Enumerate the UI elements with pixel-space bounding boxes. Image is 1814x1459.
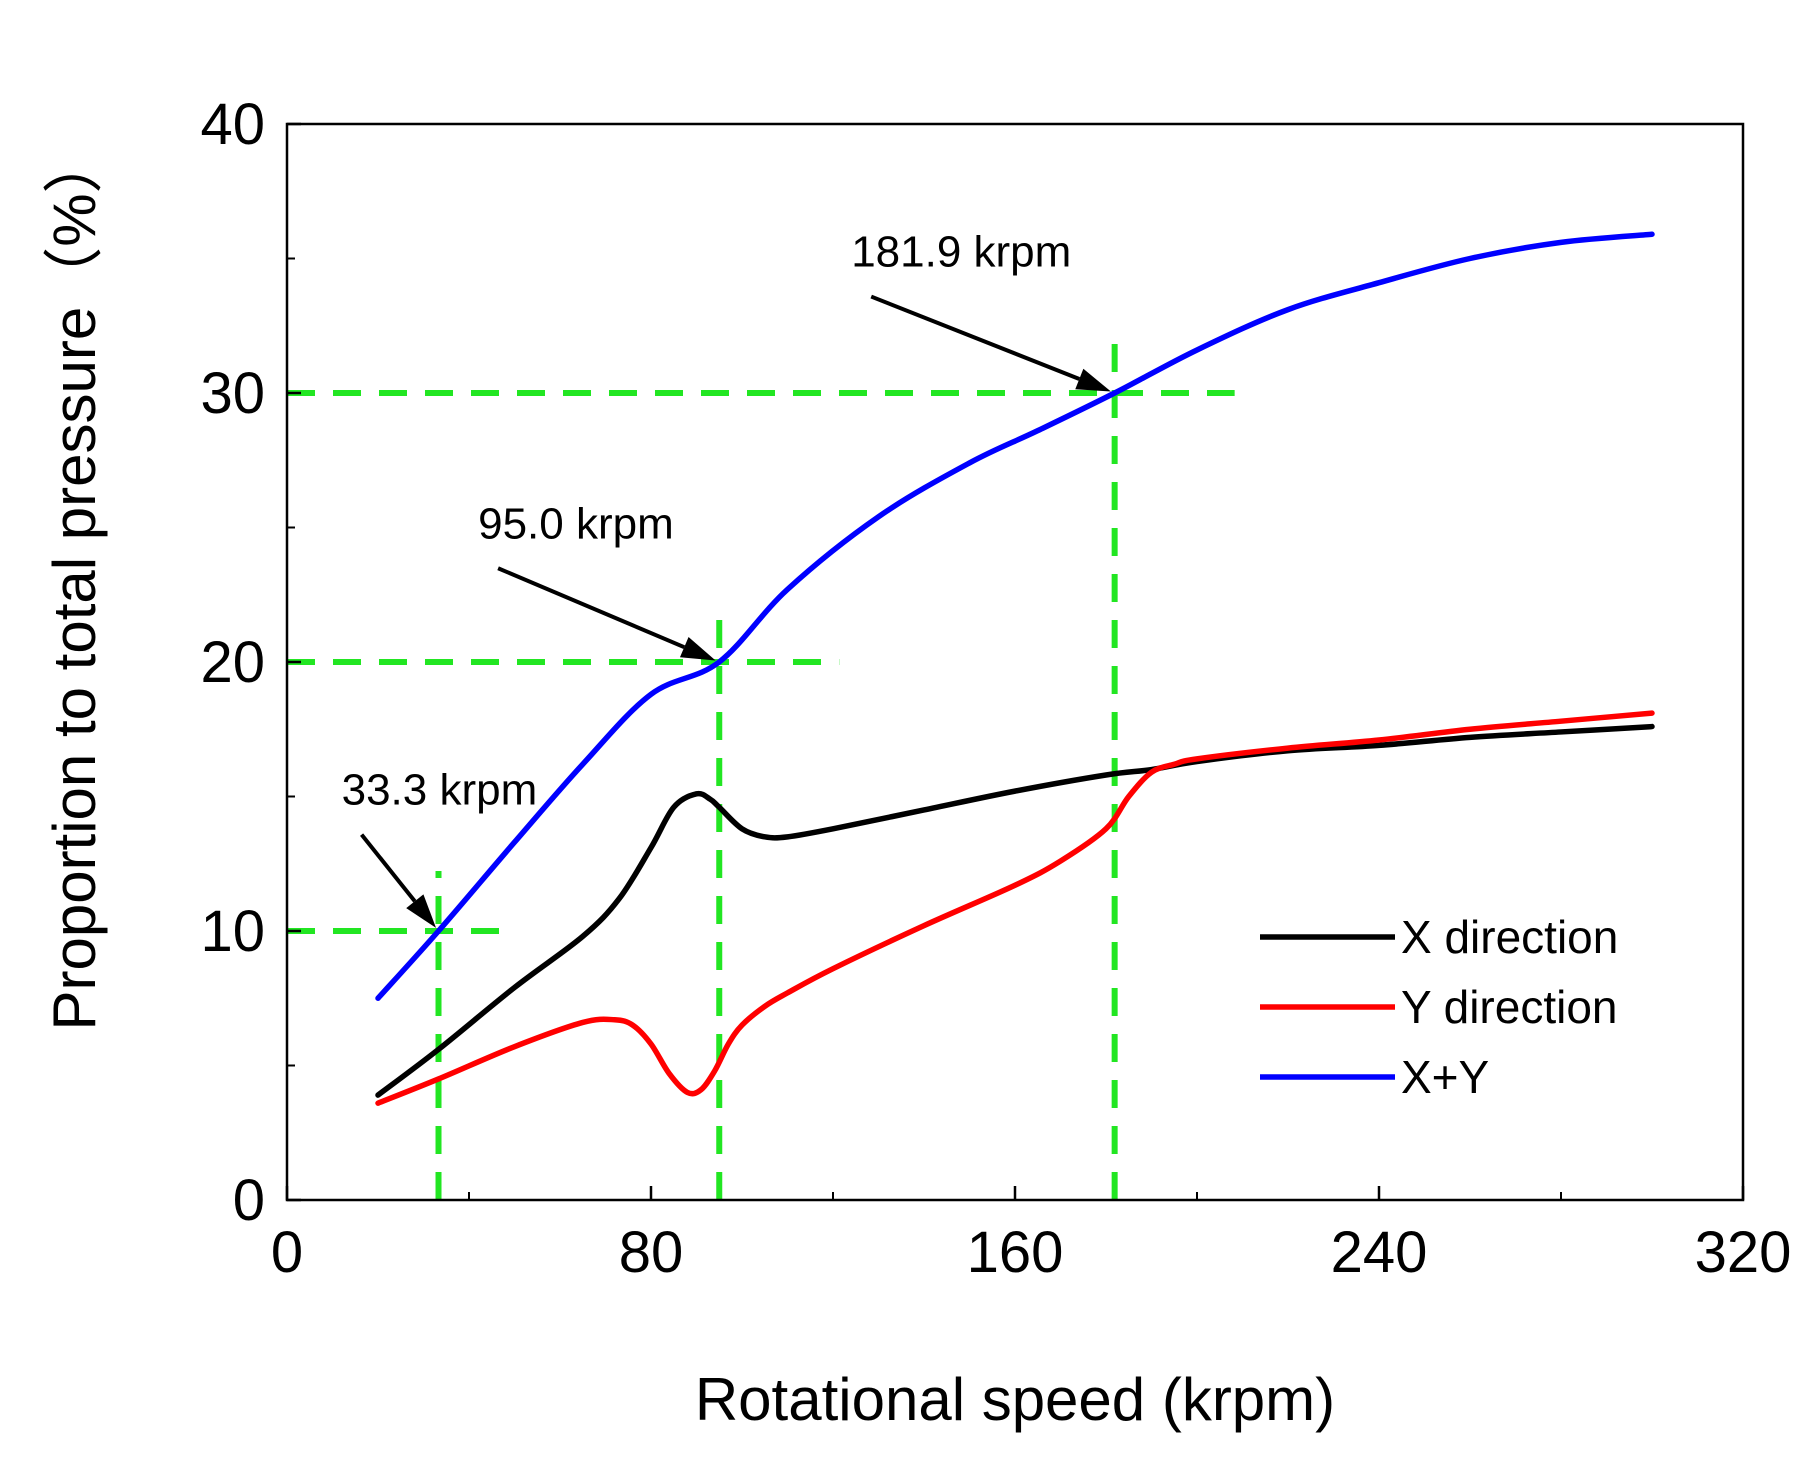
legend-label: Y direction <box>1401 981 1618 1033</box>
series-line-x-direction <box>375 723 1655 1098</box>
y-tick-label: 10 <box>200 899 265 964</box>
annotation-arrow-shaft <box>497 566 686 650</box>
annotation-label: 33.3 krpm <box>342 766 538 815</box>
x-tick-label: 0 <box>271 1220 303 1285</box>
legend-label: X direction <box>1401 911 1618 963</box>
y-tick-label: 0 <box>233 1168 265 1233</box>
y-axis-title: Proportion to total pressure（%） <box>41 133 108 1030</box>
annotation-label: 181.9 krpm <box>851 228 1071 277</box>
x-axis-title: Rotational speed (krpm) <box>695 1366 1335 1433</box>
annotation-arrow-shaft <box>360 833 417 903</box>
annotation-arrow-shaft <box>870 294 1081 381</box>
legend-label: X+Y <box>1401 1051 1489 1103</box>
series-line-x-y <box>375 231 1655 1001</box>
y-tick-label: 20 <box>200 630 265 695</box>
y-tick-label: 40 <box>200 92 265 157</box>
y-tick-label: 30 <box>200 361 265 426</box>
axis-ticks: 0 80 160 240 320 0 10 20 30 40 <box>200 92 1791 1285</box>
x-tick-label: 160 <box>967 1220 1064 1285</box>
legend: X direction Y direction X+Y <box>1260 911 1618 1103</box>
annotation-arrow-head <box>1075 368 1111 392</box>
reference-lines <box>287 333 1235 1200</box>
annotation-label: 95.0 krpm <box>478 499 674 548</box>
x-tick-label: 80 <box>619 1220 684 1285</box>
series-group <box>375 231 1655 1106</box>
x-tick-label: 240 <box>1331 1220 1428 1285</box>
annotations: 33.3 krpm 95.0 krpm 181.9 krpm <box>342 228 1111 928</box>
series-line-y-direction <box>375 710 1655 1106</box>
annotation-arrow-head <box>406 894 437 928</box>
annotation-arrow-head <box>679 637 716 661</box>
x-tick-label: 320 <box>1695 1220 1792 1285</box>
plot-frame <box>285 122 1745 1202</box>
